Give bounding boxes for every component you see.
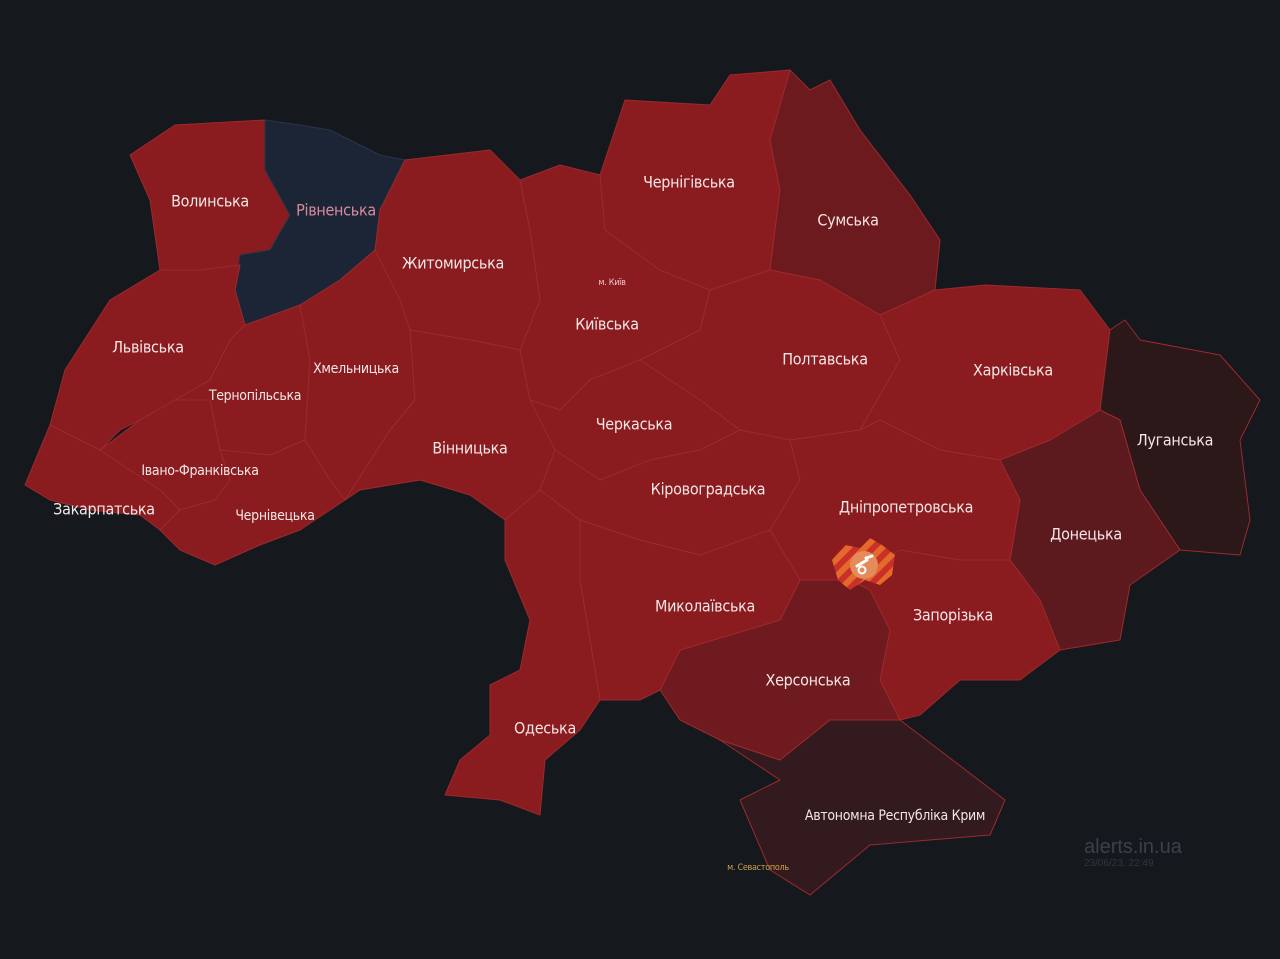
- artillery-icon: [850, 551, 878, 579]
- region-label: Луганська: [1136, 430, 1214, 450]
- region-label: Закарпатська: [53, 499, 155, 519]
- watermark-site: alerts.in.ua: [1084, 836, 1182, 858]
- region-label: Автономна Республіка Крим: [804, 808, 986, 824]
- region-label: Запорізька: [912, 605, 994, 625]
- city-label-kyiv: м. Київ: [598, 278, 626, 288]
- region-label: Харківська: [973, 360, 1053, 380]
- region-label: Рівненська: [296, 200, 376, 220]
- city-label-sevastopol: м. Севастополь: [727, 863, 789, 873]
- region-label: Хмельницька: [313, 361, 399, 377]
- region-label: Черкаська: [595, 414, 673, 434]
- region-label: Київська: [575, 314, 639, 334]
- region-label: Кіровоградська: [650, 479, 766, 499]
- region-label: Херсонська: [765, 670, 851, 690]
- region-label: Львівська: [112, 337, 184, 357]
- region-label: Полтавська: [782, 349, 868, 369]
- region-label: Івано-Франківська: [141, 463, 259, 479]
- region-label: Сумська: [817, 210, 879, 230]
- region-label: Одеська: [514, 718, 576, 738]
- artillery-marker[interactable]: [832, 538, 895, 590]
- watermark-timestamp: 23/06/23, 22:49: [1084, 858, 1154, 869]
- region-label: Чернігівська: [643, 172, 735, 192]
- region-24[interactable]: [719, 719, 1006, 896]
- region-label: Волинська: [171, 191, 249, 211]
- region-label: Чернівецька: [235, 508, 315, 524]
- region-label: Дніпропетровська: [838, 497, 974, 517]
- region-label: Донецька: [1050, 524, 1122, 544]
- region-label: Вінницька: [432, 438, 508, 458]
- region-label: Тернопільська: [208, 388, 302, 404]
- region-label: Житомирська: [401, 253, 505, 273]
- region-label: Миколаївська: [654, 596, 756, 616]
- region-23[interactable]: [444, 489, 601, 816]
- region-21[interactable]: [659, 579, 901, 761]
